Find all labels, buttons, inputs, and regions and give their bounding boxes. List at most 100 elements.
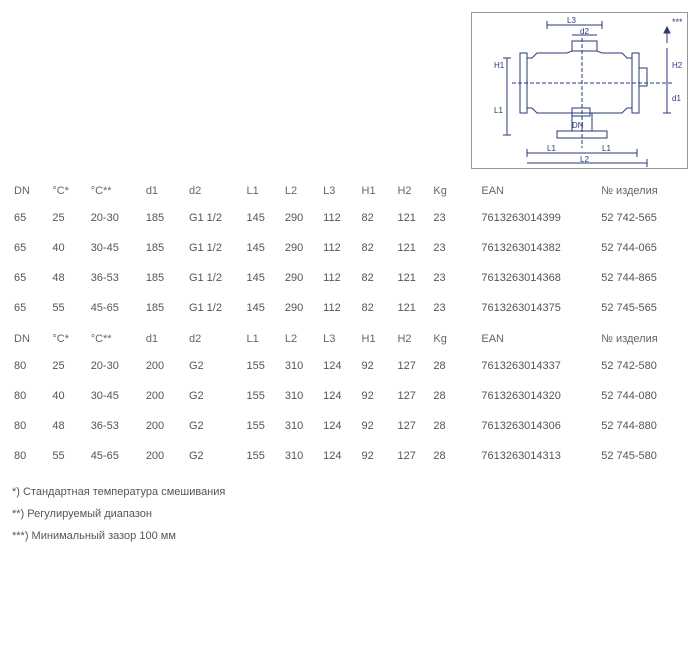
cell: 48: [50, 263, 88, 293]
cell: 127: [395, 441, 431, 471]
col-header: EAN: [479, 179, 599, 203]
cell: 7613263014399: [479, 203, 599, 233]
col-header: H2: [395, 327, 431, 351]
cell: 124: [321, 381, 359, 411]
cell: 23: [431, 203, 479, 233]
cell: 65: [12, 293, 50, 323]
table-row: 654030-45185G1 1/21452901128212123761326…: [12, 233, 688, 263]
cell: G1 1/2: [187, 263, 245, 293]
cell: 40: [50, 233, 88, 263]
table-row: 655545-65185G1 1/21452901128212123761326…: [12, 293, 688, 323]
cell: 52 744-065: [599, 233, 688, 263]
svg-text:L1: L1: [547, 144, 556, 153]
cell: 80: [12, 441, 50, 471]
svg-text:L1: L1: [494, 106, 503, 115]
cell: 310: [283, 441, 321, 471]
cell: G1 1/2: [187, 203, 245, 233]
cell: 112: [321, 203, 359, 233]
cell: 82: [360, 203, 396, 233]
svg-text:d2: d2: [580, 27, 589, 36]
col-header: d1: [144, 179, 187, 203]
cell: G2: [187, 441, 245, 471]
cell: 7613263014306: [479, 411, 599, 441]
cell: 200: [144, 411, 187, 441]
cell: 28: [431, 411, 479, 441]
cell: 7613263014337: [479, 351, 599, 381]
spec-table-2: DN °C* °C** d1 d2 L1 L2 L3 H1 H2 Kg EAN …: [12, 327, 688, 471]
cell: 92: [360, 351, 396, 381]
cell: 55: [50, 293, 88, 323]
cell: 112: [321, 293, 359, 323]
cell: 20-30: [89, 351, 144, 381]
cell: 28: [431, 441, 479, 471]
cell: 92: [360, 411, 396, 441]
svg-text:L2: L2: [580, 155, 589, 164]
cell: 145: [244, 233, 282, 263]
cell: 36-53: [89, 263, 144, 293]
table-row: 654836-53185G1 1/21452901128212123761326…: [12, 263, 688, 293]
cell: 80: [12, 411, 50, 441]
cell: 80: [12, 351, 50, 381]
cell: 127: [395, 351, 431, 381]
cell: 7613263014320: [479, 381, 599, 411]
cell: 310: [283, 381, 321, 411]
cell: 127: [395, 411, 431, 441]
cell: 92: [360, 381, 396, 411]
col-header: °C**: [89, 327, 144, 351]
cell: 30-45: [89, 381, 144, 411]
col-header: DN: [12, 327, 50, 351]
table-row: 804030-45200G215531012492127287613263014…: [12, 381, 688, 411]
col-header: L1: [244, 327, 282, 351]
cell: 65: [12, 263, 50, 293]
cell: 65: [12, 233, 50, 263]
cell: 40: [50, 381, 88, 411]
cell: 200: [144, 381, 187, 411]
col-header: d2: [187, 327, 245, 351]
col-header: L1: [244, 179, 282, 203]
cell: 121: [395, 293, 431, 323]
cell: 155: [244, 411, 282, 441]
cell: 48: [50, 411, 88, 441]
cell: 185: [144, 263, 187, 293]
cell: 155: [244, 381, 282, 411]
cell: 25: [50, 203, 88, 233]
cell: 52 744-080: [599, 381, 688, 411]
cell: G1 1/2: [187, 233, 245, 263]
cell: 121: [395, 203, 431, 233]
col-header: L2: [283, 179, 321, 203]
cell: 310: [283, 351, 321, 381]
cell: 145: [244, 293, 282, 323]
cell: 23: [431, 233, 479, 263]
cell: 7613263014375: [479, 293, 599, 323]
svg-text:d1: d1: [672, 94, 681, 103]
cell: 7613263014382: [479, 233, 599, 263]
cell: 45-65: [89, 293, 144, 323]
cell: 155: [244, 351, 282, 381]
footnote: ***) Минимальный зазор 100 мм: [12, 527, 688, 547]
cell: 45-65: [89, 441, 144, 471]
col-header: № изделия: [599, 179, 688, 203]
cell: 36-53: [89, 411, 144, 441]
svg-text:L1: L1: [602, 144, 611, 153]
cell: 23: [431, 263, 479, 293]
cell: 155: [244, 441, 282, 471]
cell: 185: [144, 233, 187, 263]
cell: 52 742-565: [599, 203, 688, 233]
cell: 121: [395, 263, 431, 293]
cell: 124: [321, 441, 359, 471]
cell: 121: [395, 233, 431, 263]
cell: G2: [187, 381, 245, 411]
footnote: **) Регулируемый диапазон: [12, 505, 688, 525]
cell: 310: [283, 411, 321, 441]
col-header: L3: [321, 327, 359, 351]
col-header: d2: [187, 179, 245, 203]
cell: 52 745-565: [599, 293, 688, 323]
svg-text:L3: L3: [567, 16, 576, 25]
cell: 290: [283, 293, 321, 323]
cell: 52 744-865: [599, 263, 688, 293]
col-header: H1: [360, 327, 396, 351]
cell: 23: [431, 293, 479, 323]
cell: 290: [283, 233, 321, 263]
cell: 52 744-880: [599, 411, 688, 441]
col-header: H1: [360, 179, 396, 203]
